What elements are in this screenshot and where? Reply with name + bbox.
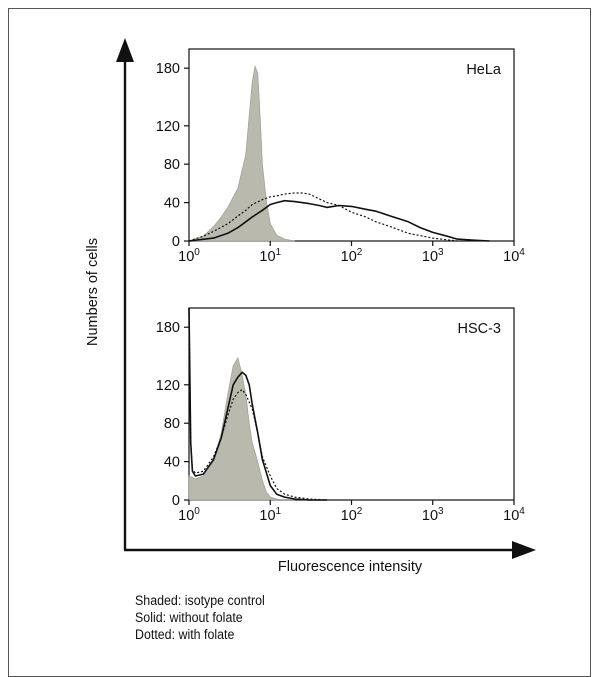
x-tick-label: 104	[503, 506, 525, 524]
y-tick-label: 180	[156, 61, 180, 77]
y-tick-label: 180	[156, 320, 180, 336]
x-tick-label: 103	[422, 506, 444, 524]
legend-item-dotted: Dotted: with folate	[135, 627, 235, 642]
x-tick-label: 100	[178, 247, 200, 265]
x-tick-label: 100	[178, 506, 200, 524]
x-tick-label: 102	[341, 247, 363, 265]
histogram-panel-hsc3: HSC-3 0 40 80 120 180 100 101 102 103 104	[156, 307, 525, 524]
y-tick-label: 120	[156, 119, 180, 135]
y-tick-label: 80	[164, 157, 180, 173]
y-tick-label: 40	[164, 196, 180, 212]
series-without-folate-line	[188, 307, 327, 501]
x-axis-title: Fluorescence intensity	[278, 559, 423, 575]
x-tick-label: 101	[259, 506, 281, 524]
y-tick-label: 40	[164, 455, 180, 471]
series-without-folate-line	[188, 199, 490, 242]
x-tick-label: 102	[341, 506, 363, 524]
histogram-panel-hela: HeLa 0 40 80 120 180 100 101 102 103 104	[156, 48, 525, 265]
y-tick-label: 120	[156, 378, 180, 394]
x-axis-arrowhead	[512, 541, 536, 559]
y-tick-label: 0	[172, 234, 180, 250]
series-isotype-control-area	[188, 64, 295, 242]
y-axis-arrowhead	[116, 38, 134, 62]
ticks-layer: 0 40 80 120 180 100 101 102 103 104	[156, 320, 525, 524]
series-with-folate-line	[188, 192, 458, 242]
shaded-layer	[188, 356, 295, 501]
x-tick-label: 104	[503, 247, 525, 265]
shaded-layer	[188, 64, 295, 242]
x-tick-label: 103	[422, 247, 444, 265]
panel-title: HeLa	[466, 62, 502, 78]
legend-item-shaded: Shaded: isotype control	[135, 593, 265, 608]
lines-layer	[188, 307, 328, 501]
y-tick-label: 0	[172, 493, 180, 509]
panel-title: HSC-3	[457, 321, 501, 337]
lines-layer	[188, 192, 490, 242]
legend: Shaded: isotype control Solid: without f…	[135, 592, 265, 643]
legend-item-solid: Solid: without folate	[135, 610, 243, 625]
series-with-folate-line	[188, 307, 328, 501]
y-axis-title: Numbers of cells	[85, 238, 101, 346]
ticks-layer: 0 40 80 120 180 100 101 102 103 104	[156, 61, 525, 265]
x-tick-label: 101	[259, 247, 281, 265]
y-tick-label: 80	[164, 416, 180, 432]
series-isotype-control-area	[188, 356, 295, 501]
